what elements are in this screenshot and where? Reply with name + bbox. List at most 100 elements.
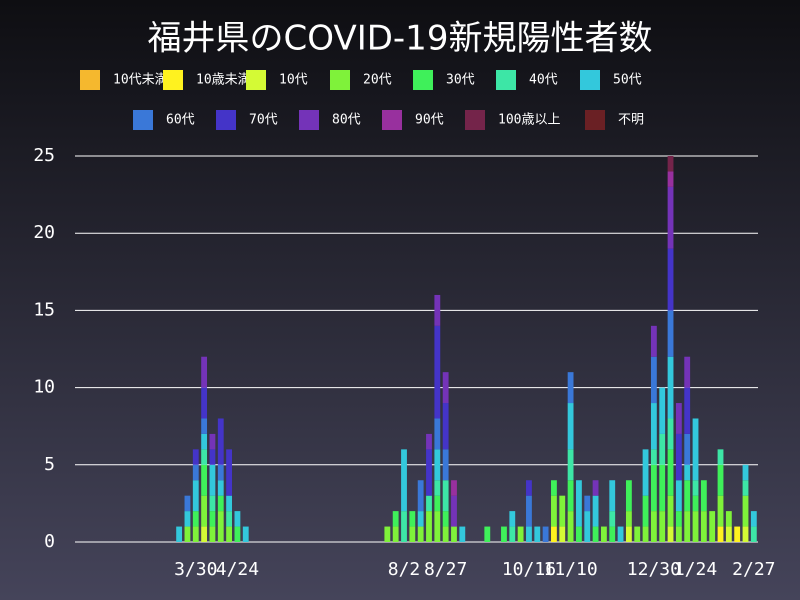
- x-tick-label: 4/24: [216, 559, 259, 580]
- bar-segment: [217, 464, 224, 481]
- y-tick-label: 5: [44, 454, 55, 475]
- bar-segment: [684, 511, 691, 542]
- bar-segment: [609, 480, 616, 512]
- bar-segment: [217, 418, 224, 465]
- bar-segment: [684, 464, 691, 481]
- legend-swatch: [382, 110, 402, 130]
- bar-segment: [667, 495, 674, 527]
- bar-segment: [209, 526, 216, 542]
- legend-swatch: [465, 110, 485, 130]
- chart-title: 福井県のCOVID-19新規陽性者数: [148, 19, 653, 59]
- x-tick-label: 8/2: [388, 559, 421, 580]
- legend-swatch: [580, 70, 600, 90]
- legend-label: 10歳未満: [196, 73, 251, 88]
- bar-segment: [442, 511, 449, 527]
- bar-segment: [567, 511, 574, 542]
- bar-segment: [434, 449, 441, 481]
- bar-segment: [659, 511, 666, 542]
- bar-segment: [551, 526, 557, 542]
- bar-segment: [201, 526, 208, 542]
- legend-swatch: [413, 70, 433, 90]
- bar-segment: [717, 464, 724, 496]
- x-tick-label: 8/27: [424, 559, 467, 580]
- bar-segment: [217, 495, 224, 512]
- bar-segment: [675, 511, 682, 527]
- bar-segment: [692, 480, 699, 496]
- bar-segment: [226, 526, 233, 542]
- bar-segment: [209, 464, 216, 496]
- bar-segment: [226, 511, 233, 527]
- bar-segment: [192, 526, 199, 542]
- bar-segment: [717, 526, 724, 542]
- bar-segment: [717, 449, 724, 465]
- bar-segment: [451, 495, 457, 527]
- bar-segment: [209, 449, 216, 465]
- bar-segment: [684, 480, 691, 512]
- bar-segment: [217, 511, 224, 542]
- bar-segment: [242, 526, 249, 542]
- x-tick-label: 12/30: [627, 559, 681, 580]
- bar-segment: [392, 511, 399, 527]
- legend-label: 100歳以上: [498, 113, 560, 128]
- bar-segment: [551, 495, 557, 527]
- bar-segment: [459, 526, 466, 542]
- legend-label: 90代: [415, 113, 444, 128]
- bar-segment: [650, 356, 657, 404]
- bar-segment: [184, 511, 191, 527]
- y-tick-label: 20: [33, 222, 55, 243]
- legend-label: 70代: [249, 113, 278, 128]
- bar-segment: [434, 480, 441, 496]
- bar-segment: [576, 480, 582, 527]
- legend-label: 10代未満: [113, 73, 168, 88]
- bar-segment: [192, 449, 199, 465]
- bar-segment: [501, 526, 507, 542]
- bar-segment: [609, 511, 616, 527]
- bar-segment: [667, 449, 674, 496]
- bar-segment: [234, 511, 241, 527]
- bar-segment: [201, 495, 208, 527]
- bar-segment: [667, 356, 674, 419]
- y-tick-label: 10: [33, 377, 55, 398]
- bar-segment: [409, 511, 416, 527]
- bar-segment: [592, 526, 599, 542]
- bar-segment: [659, 387, 666, 434]
- bar-segment: [451, 526, 457, 542]
- bar-segment: [684, 433, 691, 465]
- bar-segment: [442, 372, 449, 404]
- bar-segment: [692, 511, 699, 542]
- bar-segment: [201, 387, 208, 419]
- bar-segment: [642, 495, 649, 527]
- bar-segment: [700, 511, 707, 542]
- bar-segment: [667, 526, 674, 542]
- bar-segment: [667, 418, 674, 450]
- bar-segment: [600, 526, 607, 542]
- bar-segment: [592, 495, 599, 527]
- bar-segment: [201, 433, 208, 450]
- bar-segment: [625, 526, 632, 542]
- legend-label: 30代: [446, 73, 475, 88]
- bar-segment: [592, 480, 599, 496]
- bar-segment: [426, 449, 432, 496]
- bar-segment: [709, 511, 716, 542]
- x-tick-label: 3/30: [174, 559, 217, 580]
- bar-segment: [409, 526, 416, 542]
- legend-label: 20代: [363, 73, 392, 88]
- bar-segment: [667, 186, 674, 249]
- legend-swatch: [496, 70, 516, 90]
- legend-swatch: [80, 70, 100, 90]
- bar-segment: [434, 495, 441, 512]
- bar-segment: [434, 325, 441, 419]
- bar-segment: [675, 403, 682, 434]
- bar-segment: [609, 526, 616, 542]
- legend-swatch: [299, 110, 319, 130]
- bar-segment: [201, 418, 208, 434]
- bar-segment: [217, 480, 224, 496]
- bar-segment: [192, 511, 199, 527]
- legend-label: 50代: [613, 73, 642, 88]
- legend-label: 40代: [529, 73, 558, 88]
- bar-segment: [226, 495, 233, 512]
- bar-segment: [750, 526, 757, 542]
- bar-segment: [567, 372, 574, 404]
- x-tick-label: 11/10: [543, 559, 597, 580]
